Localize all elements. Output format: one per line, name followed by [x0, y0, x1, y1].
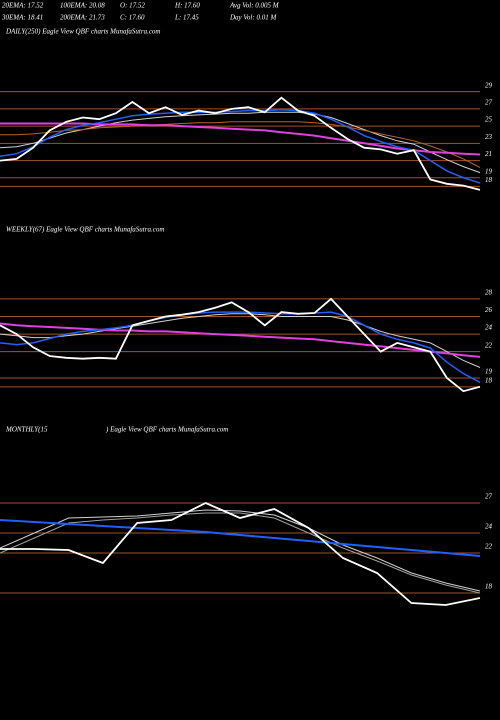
y-tick-label: 19 [485, 167, 493, 175]
price-line [0, 96, 481, 191]
header-stat: 30EMA: 18.41 [1, 14, 43, 22]
y-tick-label: 27 [485, 99, 493, 107]
header-stat: C: 17.60 [120, 14, 145, 22]
price-line [0, 109, 481, 184]
price-line [0, 502, 481, 606]
y-tick-label: 22 [485, 341, 493, 349]
y-tick-label: 21 [485, 150, 492, 158]
header-stat: Day Vol: 0.01 M [229, 14, 277, 22]
price-line [0, 311, 481, 384]
y-tick-label: 23 [485, 133, 493, 141]
header-stat: L: 17.45 [174, 14, 199, 22]
panel-label: MONTHLY(15 [5, 426, 48, 434]
y-tick-label: 18 [485, 376, 493, 384]
panel-label: WEEKLY(67) Eagle View QBF charts MunafaS… [6, 226, 164, 234]
y-tick-label: 24 [485, 523, 493, 531]
price-line [0, 509, 481, 592]
y-tick-label: 24 [485, 324, 493, 332]
y-tick-label: 19 [485, 368, 493, 376]
header-stat: O: 17.52 [120, 2, 145, 10]
y-tick-label: 25 [485, 116, 493, 124]
header-stat: 200EMA: 21.73 [60, 14, 105, 22]
price-line [0, 313, 481, 368]
y-tick-label: 29 [485, 81, 493, 89]
y-tick-label: 18 [485, 176, 493, 184]
y-tick-label: 28 [485, 289, 493, 297]
y-tick-label: 18 [485, 583, 493, 591]
price-line [0, 519, 481, 557]
price-line [0, 322, 481, 358]
price-line [0, 121, 481, 168]
y-tick-label: 27 [485, 493, 493, 501]
price-line [0, 297, 481, 393]
price-line [0, 512, 481, 594]
y-tick-label: 22 [485, 543, 493, 551]
price-line [0, 122, 481, 156]
header-stat: H: 17.60 [174, 2, 200, 10]
header-stat: 100EMA: 20.08 [60, 2, 105, 10]
y-tick-label: 26 [485, 306, 493, 314]
header-stat: Avg Vol: 0.005 M [229, 2, 280, 10]
panel-label: ) Eagle View QBF charts MunafaSutra.com [105, 426, 228, 434]
header-stat: 20EMA: 17.52 [2, 2, 44, 10]
panel-label: DAILY(250) Eagle View QBF charts MunafaS… [5, 28, 161, 36]
